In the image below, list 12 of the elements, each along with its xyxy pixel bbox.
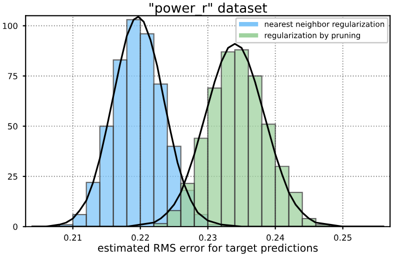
y-tick-label: 100	[2, 22, 18, 30]
y-tick-label: 50	[8, 123, 18, 130]
x-tick-label: 0.24	[266, 234, 284, 241]
y-tick-label: 0	[13, 224, 18, 230]
x-tick-label: 0.22	[132, 234, 149, 241]
chart-title: "power_r" dataset	[150, 2, 268, 16]
y-tick-label: 25	[8, 173, 18, 180]
x-tick-label: 0.25	[334, 234, 352, 241]
x-tick-label: 0.23	[199, 234, 216, 241]
y-tick-label: 75	[8, 73, 18, 80]
x-tick-label: 0.21	[64, 234, 82, 241]
x-axis-title: estimated RMS error for target predictions	[98, 244, 318, 254]
